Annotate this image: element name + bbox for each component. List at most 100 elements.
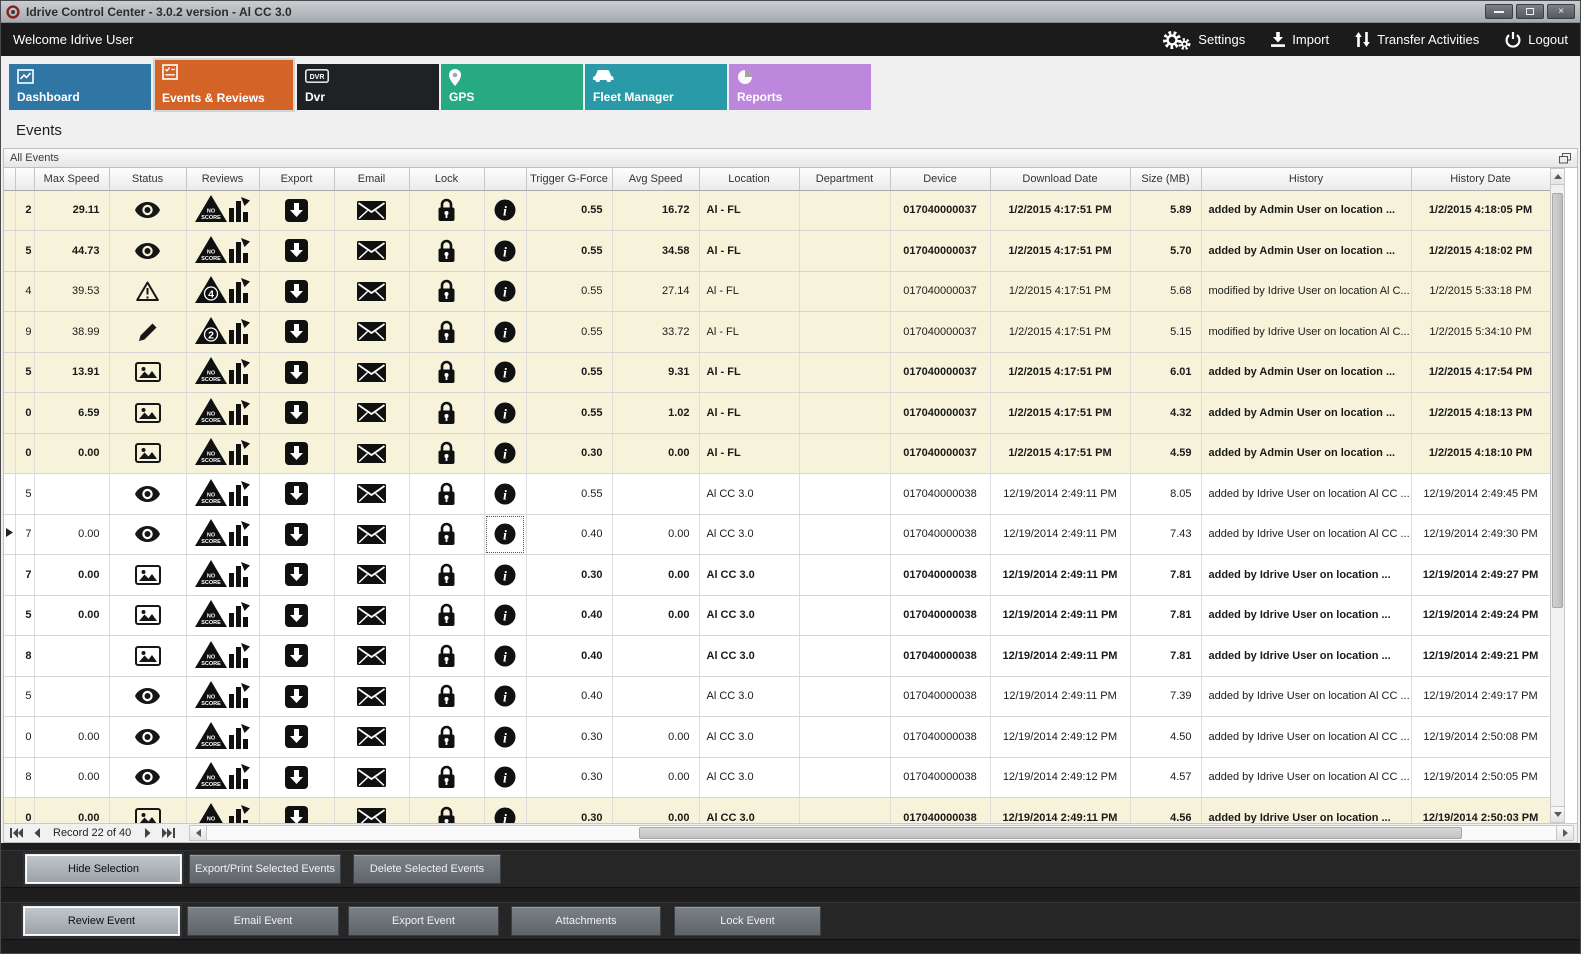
info-cell-button[interactable]: i	[484, 757, 527, 798]
event-row[interactable]: 8 0.00 NO SCORE i 0.30 0.00 Al CC 3.0 0170400000…	[4, 757, 1551, 798]
horizontal-scrollbar-thumb[interactable]	[638, 827, 1462, 839]
email-event-cell-button[interactable]	[334, 757, 410, 798]
attachments-button[interactable]: Attachments	[511, 906, 661, 936]
event-row[interactable]: 0 0.00 NO SCORE i 0.30 0.00 Al - FL 017040000037…	[4, 433, 1551, 474]
email-event-cell-button[interactable]	[334, 676, 410, 717]
export-event-cell-button[interactable]	[259, 311, 335, 353]
cell-status[interactable]	[109, 595, 187, 636]
event-row[interactable]: 7 0.00 NO SCORE i 0.30 0.00 Al CC 3.0 0170400000…	[4, 554, 1551, 596]
column-header-department[interactable]: Department	[799, 168, 891, 191]
hscroll-left-button[interactable]	[190, 826, 208, 840]
column-header-lock[interactable]: Lock	[409, 168, 485, 191]
scroll-up-button[interactable]	[1551, 169, 1564, 185]
export-event-cell-button[interactable]	[259, 595, 335, 636]
logout-button[interactable]: Logout	[1505, 31, 1568, 48]
email-event-cell-button[interactable]	[334, 635, 410, 677]
export-event-cell-button[interactable]	[259, 757, 335, 798]
lock-event-cell-button[interactable]	[409, 716, 485, 758]
lock-event-cell-button[interactable]	[409, 635, 485, 677]
info-cell-button[interactable]: i	[484, 554, 527, 596]
event-row[interactable]: 4 39.53 4 i 0.55 27.14 Al - FL 017040000037 1/2/…	[4, 271, 1551, 312]
import-button[interactable]: Import	[1271, 32, 1329, 47]
info-cell-button[interactable]: i	[484, 230, 527, 272]
lock-event-cell-button[interactable]	[409, 473, 485, 515]
event-row[interactable]: 8 NO SCORE i 0.40 Al CC 3.0 017040000038 12/19/…	[4, 635, 1551, 677]
export-event-cell-button[interactable]	[259, 635, 335, 677]
last-record-button[interactable]	[159, 826, 177, 841]
settings-button[interactable]: Settings	[1161, 29, 1245, 51]
cell-reviews[interactable]: 4	[186, 271, 260, 312]
event-row[interactable]: 5 NO SCORE i 0.55 Al CC 3.0 017040000038 12/19/…	[4, 473, 1551, 515]
export-event-cell-button[interactable]	[259, 514, 335, 555]
cell-status[interactable]	[109, 230, 187, 272]
event-row[interactable]: 7 0.00 NO SCORE i 0.40 0.00 Al CC 3.0 0170400000…	[4, 514, 1551, 555]
cell-status[interactable]	[109, 190, 187, 231]
event-row[interactable]: 5 13.91 NO SCORE i 0.55 9.31 Al - FL 01704000003…	[4, 352, 1551, 393]
column-header-history-date[interactable]: History Date	[1411, 168, 1551, 191]
cell-status[interactable]	[109, 676, 187, 717]
info-cell-button[interactable]: i	[484, 271, 527, 312]
cell-status[interactable]	[109, 392, 187, 434]
email-event-cell-button[interactable]	[334, 433, 410, 474]
lock-event-cell-button[interactable]	[409, 311, 485, 353]
column-header-history[interactable]: History	[1201, 168, 1412, 191]
hscroll-right-button[interactable]	[1556, 826, 1573, 840]
email-event-cell-button[interactable]	[334, 797, 410, 823]
info-cell-button[interactable]: i	[484, 473, 527, 515]
tab-reports[interactable]: Reports	[729, 64, 871, 110]
info-cell-button[interactable]: i	[484, 635, 527, 677]
tab-dashboard[interactable]: Dashboard	[9, 64, 151, 110]
cell-status[interactable]	[109, 433, 187, 474]
cell-status[interactable]	[109, 554, 187, 596]
export-print-selected-button[interactable]: Export/Print Selected Events	[189, 854, 341, 884]
export-event-cell-button[interactable]	[259, 554, 335, 596]
column-header-info[interactable]	[484, 168, 527, 191]
column-header-email[interactable]: Email	[334, 168, 410, 191]
tab-events-reviews[interactable]: Events & Reviews	[153, 58, 295, 112]
first-record-button[interactable]	[7, 826, 25, 841]
maximize-button[interactable]	[1516, 4, 1544, 19]
vertical-scrollbar-thumb[interactable]	[1552, 193, 1563, 608]
info-cell-button[interactable]: i	[484, 595, 527, 636]
column-header-download-date[interactable]: Download Date	[990, 168, 1131, 191]
cell-reviews[interactable]: 2	[186, 311, 260, 353]
event-row[interactable]: 5 0.00 NO SCORE i 0.40 0.00 Al CC 3.0 0170400000…	[4, 595, 1551, 636]
email-event-cell-button[interactable]	[334, 271, 410, 312]
export-event-cell-button[interactable]	[259, 352, 335, 393]
export-event-cell-button[interactable]	[259, 190, 335, 231]
float-panel-icon[interactable]	[1559, 152, 1571, 164]
event-row[interactable]: 5 44.73 NO SCORE i 0.55 34.58 Al - FL 0170400000…	[4, 230, 1551, 272]
lock-event-cell-button[interactable]	[409, 271, 485, 312]
vertical-scrollbar[interactable]	[1550, 168, 1565, 823]
export-event-cell-button[interactable]	[259, 676, 335, 717]
column-header-status[interactable]: Status	[109, 168, 187, 191]
email-event-cell-button[interactable]	[334, 230, 410, 272]
close-button[interactable]: ×	[1547, 4, 1575, 19]
email-event-cell-button[interactable]	[334, 352, 410, 393]
cell-status[interactable]	[109, 635, 187, 677]
transfer-activities-button[interactable]: Transfer Activities	[1355, 32, 1479, 47]
event-row[interactable]: 9 38.99 2 i 0.55 33.72 Al - FL 017040000037 1/2/…	[4, 311, 1551, 353]
vertical-scrollbar-track[interactable]	[1551, 185, 1564, 806]
scroll-down-button[interactable]	[1551, 806, 1564, 822]
export-event-cell-button[interactable]	[259, 473, 335, 515]
export-event-cell-button[interactable]	[259, 392, 335, 434]
lock-event-button[interactable]: Lock Event	[674, 906, 821, 936]
column-header-device[interactable]: Device	[890, 168, 991, 191]
cell-status[interactable]	[109, 473, 187, 515]
lock-event-cell-button[interactable]	[409, 230, 485, 272]
email-event-cell-button[interactable]	[334, 190, 410, 231]
column-header-export[interactable]: Export	[259, 168, 335, 191]
column-header-size-mb[interactable]: Size (MB)	[1130, 168, 1202, 191]
export-event-cell-button[interactable]	[259, 797, 335, 823]
